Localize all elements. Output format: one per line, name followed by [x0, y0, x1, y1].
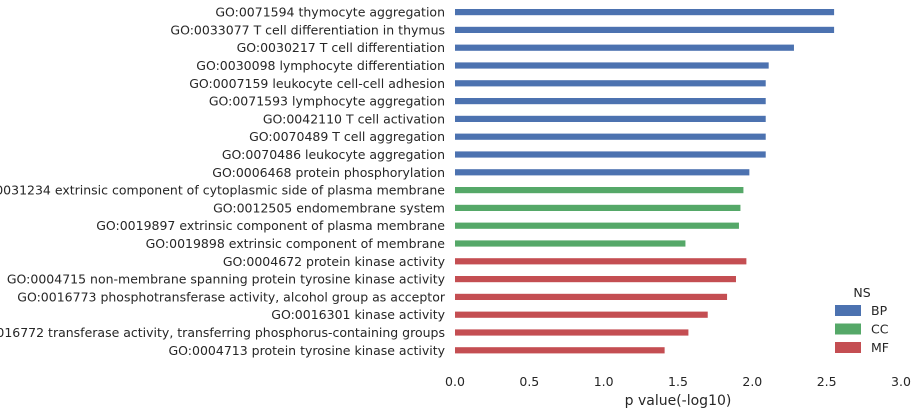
x-tick-label: 0.5 [519, 374, 539, 389]
x-tick-label: 0.0 [445, 374, 465, 389]
x-tick-label: 1.0 [594, 374, 614, 389]
bar [455, 276, 736, 283]
bar [455, 204, 741, 211]
category-label: GO:0030098 lymphocyte differentiation [196, 58, 445, 73]
bar [455, 115, 766, 122]
category-label: GO:0019898 extrinsic component of membra… [146, 236, 446, 251]
category-label: GO:0007159 leukocyte cell-cell adhesion [189, 76, 445, 91]
category-label: GO:0030217 T cell differentiation [237, 40, 445, 55]
bars-layer [455, 9, 835, 354]
category-label: GO:0004672 protein kinase activity [223, 254, 446, 269]
bar [455, 62, 769, 69]
category-label: GO:0071593 lymphocyte aggregation [209, 94, 445, 109]
legend-items: BP CC MF [835, 303, 889, 355]
category-labels: GO:0071594 thymocyte aggregation GO:00330… [0, 5, 446, 358]
bar [455, 329, 689, 336]
bar [455, 311, 708, 318]
category-label: GO:0042110 T cell activation [263, 111, 445, 126]
bar [455, 222, 739, 229]
bar [455, 133, 766, 140]
category-label: GO:0004713 protein tyrosine kinase activ… [169, 343, 446, 358]
legend-title: NS [853, 285, 870, 300]
bar [455, 151, 766, 158]
bar [455, 9, 835, 16]
x-tick-label: 2.5 [817, 374, 837, 389]
legend-swatch [835, 305, 861, 316]
bar [455, 240, 686, 247]
bar [455, 44, 794, 51]
bar [455, 258, 747, 265]
legend: NS BP CC MF [835, 285, 889, 355]
category-label: GO:0016301 kinase activity [271, 307, 445, 322]
legend-label: CC [871, 322, 889, 337]
category-label: GO:0016773 phosphotransferase activity, … [17, 289, 446, 304]
bar [455, 293, 728, 300]
bar [455, 169, 750, 176]
category-label: GO:0019897 extrinsic component of plasma… [96, 218, 445, 233]
category-label: GO:0031234 extrinsic component of cytopl… [0, 183, 445, 198]
category-label: GO:0012505 endomembrane system [213, 200, 445, 215]
category-label: GO:0004715 non-membrane spanning protein… [7, 272, 446, 287]
category-label: GO:0070486 leukocyte aggregation [222, 147, 445, 162]
bar [455, 347, 665, 354]
legend-swatch [835, 323, 861, 335]
category-label: GO:0033077 T cell differentiation in thy… [170, 22, 445, 37]
category-label: GO:0070489 T cell aggregation [249, 129, 445, 144]
legend-label: BP [871, 303, 888, 318]
x-axis-ticks: 0.0 0.5 1.0 1.5 2.0 2.5 3.0 [445, 374, 911, 389]
x-tick-label: 1.5 [668, 374, 688, 389]
legend-swatch [835, 342, 861, 353]
bar [455, 80, 766, 87]
x-tick-label: 3.0 [891, 374, 911, 389]
legend-label: MF [871, 340, 889, 355]
x-tick-label: 2.0 [742, 374, 762, 389]
category-label: GO:0071594 thymocyte aggregation [215, 5, 445, 20]
x-axis-title: p value(-log10) [625, 393, 732, 409]
category-label: GO:0016772 transferase activity, transfe… [0, 325, 445, 340]
bar [455, 98, 766, 105]
category-label: GO:0006468 protein phosphorylation [212, 165, 445, 180]
bar [455, 187, 744, 194]
bar [455, 26, 835, 33]
